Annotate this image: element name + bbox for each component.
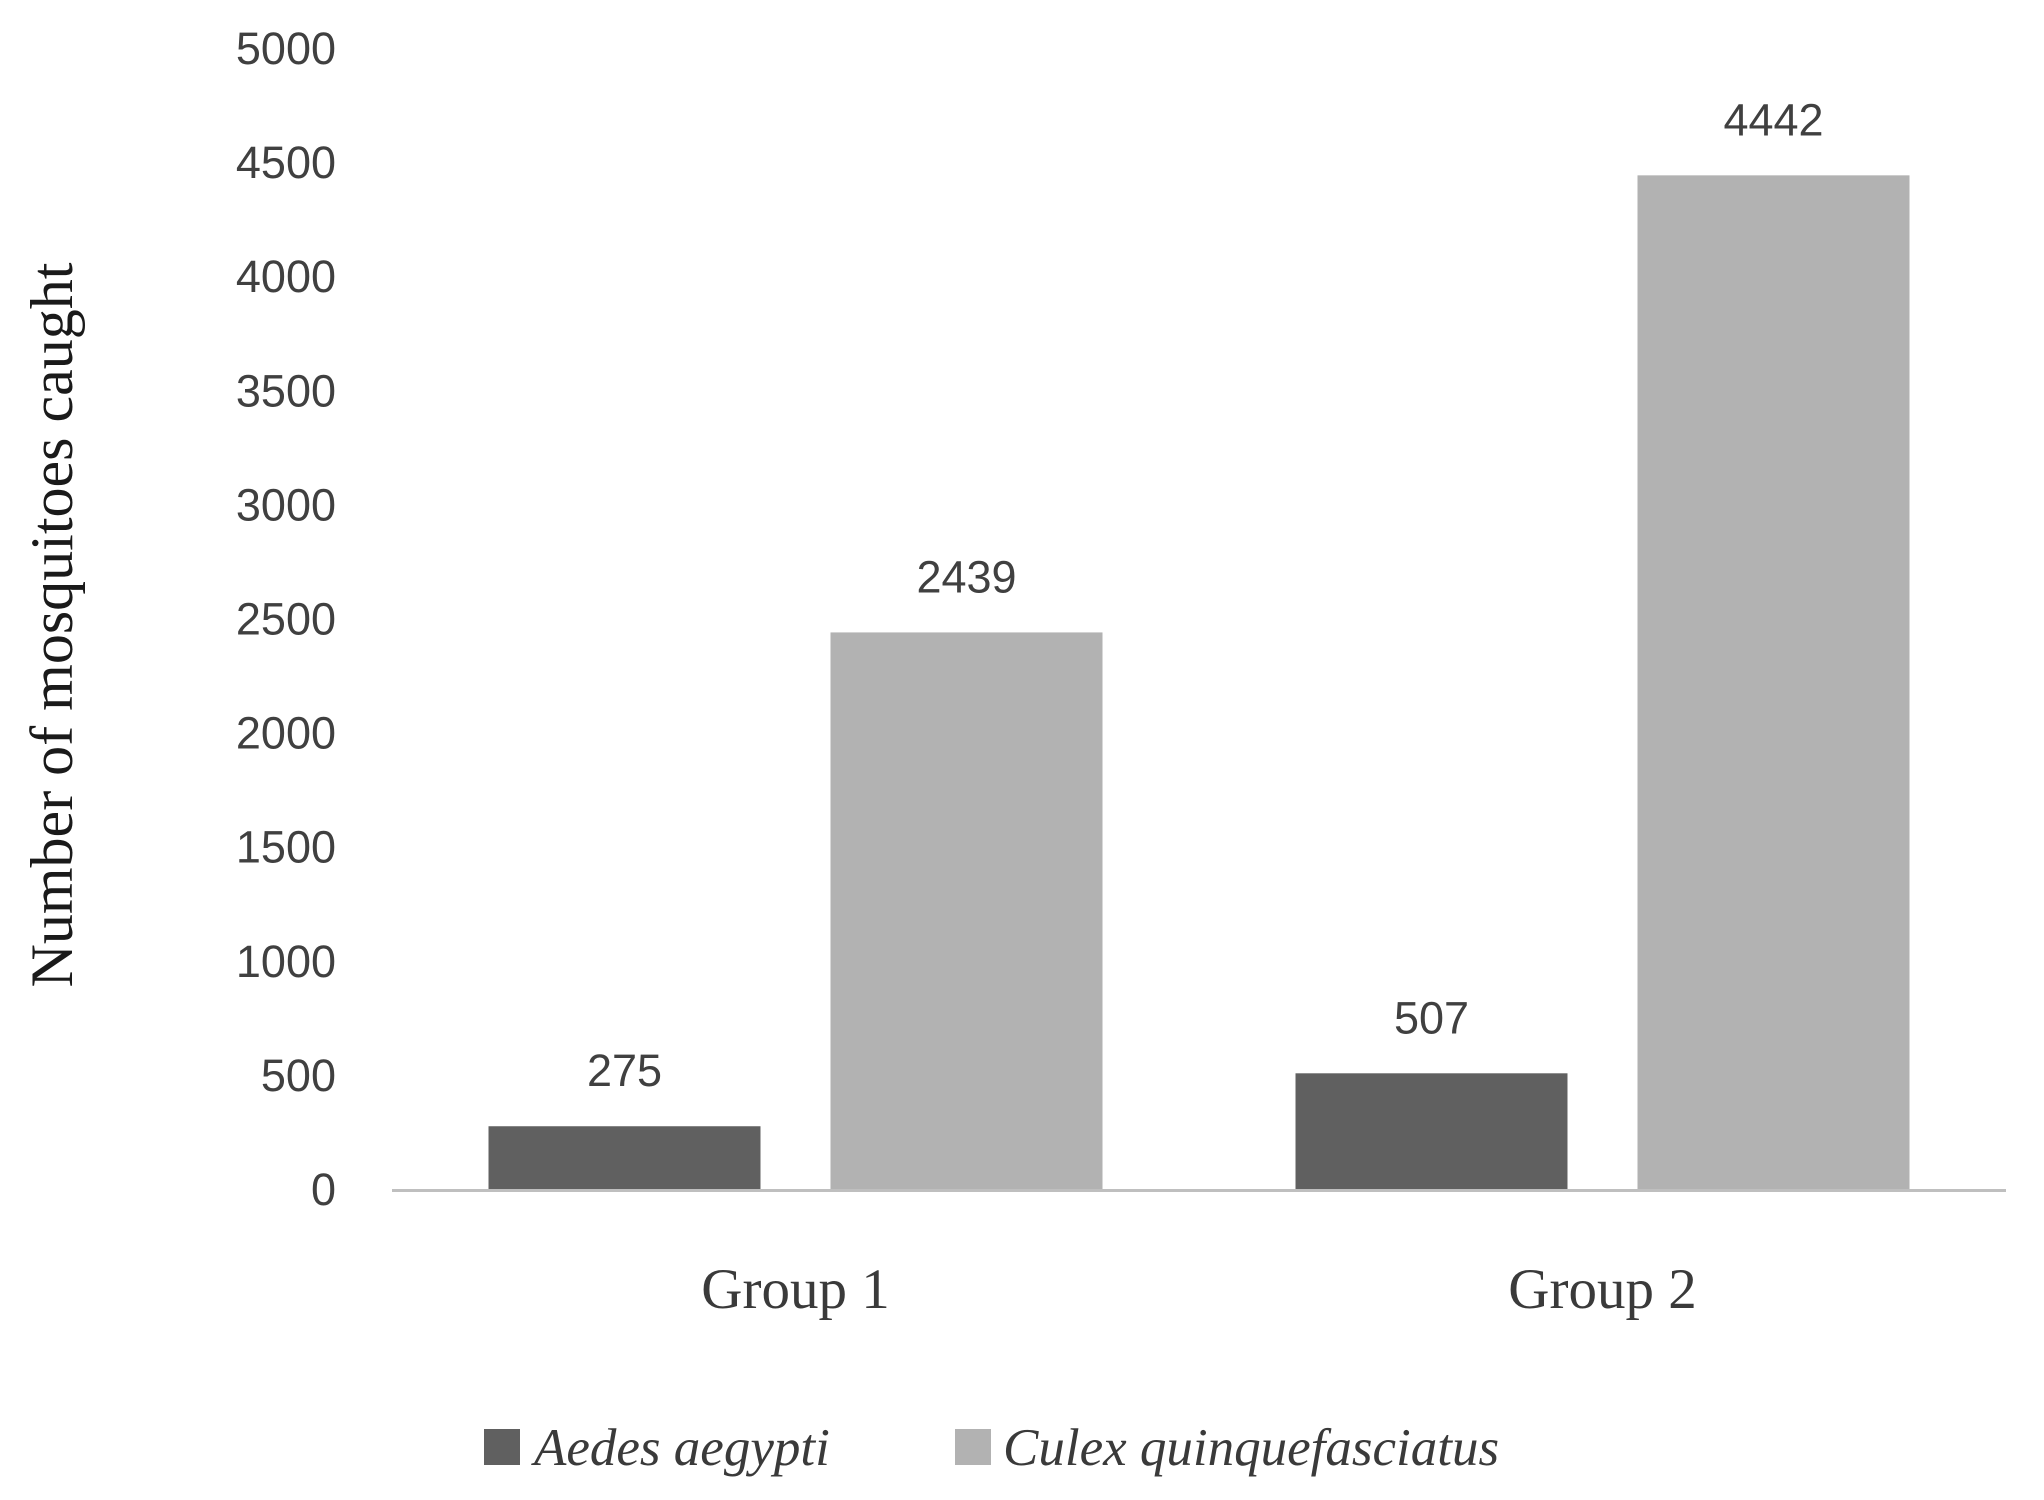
y-tick-label: 500 (261, 1050, 336, 1101)
bar (1637, 175, 1910, 1190)
bar-value-label: 4442 (1723, 94, 1823, 145)
legend-swatch (955, 1429, 991, 1465)
legend-label: Aedes aegypti (531, 1419, 830, 1477)
y-tick-label: 3500 (236, 365, 336, 416)
legend: Aedes aegypti Culex quinquefasciatus (484, 1419, 1499, 1477)
x-category-label: Group 2 (1508, 1258, 1696, 1321)
y-tick-label: 5000 (236, 23, 336, 74)
data-labels: 275 2439 507 4442 (587, 94, 1824, 1096)
y-axis-title: Number of mosquitoes caught (19, 262, 85, 987)
bar-value-label: 2439 (916, 551, 1016, 602)
y-tick-label: 1000 (236, 936, 336, 987)
bars (488, 175, 1910, 1190)
y-tick-label: 2000 (236, 708, 336, 759)
bar-value-label: 507 (1394, 992, 1469, 1043)
y-tick-label: 2500 (236, 594, 336, 645)
y-tick-label: 1500 (236, 822, 336, 873)
bar-value-label: 275 (587, 1045, 662, 1096)
legend-label: Culex quinquefasciatus (1003, 1419, 1499, 1477)
legend-swatch (484, 1429, 520, 1465)
category-labels: Group 1 Group 2 (701, 1258, 1696, 1321)
y-axis-ticks: 0 500 1000 1500 2000 2500 3000 3500 4000 4500 5000 (236, 23, 336, 1215)
y-tick-label: 4500 (236, 137, 336, 188)
y-tick-label: 3000 (236, 479, 336, 530)
bar (1295, 1073, 1568, 1189)
bar (488, 1126, 761, 1189)
bar (830, 632, 1103, 1189)
y-tick-label: 4000 (236, 251, 336, 302)
y-tick-label: 0 (311, 1164, 336, 1215)
x-category-label: Group 1 (701, 1258, 889, 1321)
